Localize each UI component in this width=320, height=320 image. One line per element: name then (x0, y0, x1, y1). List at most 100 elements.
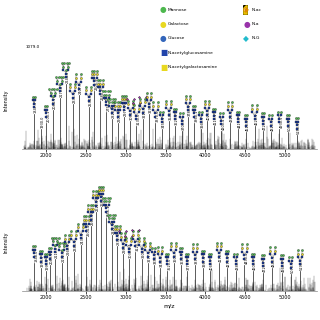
Text: 2963.1: 2963.1 (123, 241, 127, 253)
Text: 2560.5: 2560.5 (91, 212, 95, 225)
Text: N-ac: N-ac (251, 8, 261, 12)
Text: 2170.2: 2170.2 (60, 84, 64, 97)
Text: 2331.1: 2331.1 (73, 91, 76, 103)
Text: 3860.1: 3860.1 (194, 110, 198, 122)
Text: 2900.3: 2900.3 (118, 110, 122, 122)
Text: 3600.7: 3600.7 (173, 250, 178, 262)
Text: ■: ■ (160, 63, 167, 72)
Text: 2688.1: 2688.1 (101, 194, 105, 206)
Text: Galactose: Galactose (168, 22, 190, 26)
Text: 2534.0: 2534.0 (89, 94, 93, 106)
Text: ●: ● (160, 34, 167, 43)
Text: 4270.4: 4270.4 (227, 255, 231, 267)
Text: Mannose: Mannose (168, 8, 188, 12)
Text: 3780.5: 3780.5 (188, 103, 192, 116)
Text: 3520.0: 3520.0 (167, 257, 171, 270)
Text: 4960.4: 4960.4 (282, 259, 286, 272)
Text: 4200.4: 4200.4 (221, 117, 225, 130)
Text: 4600.3: 4600.3 (253, 257, 257, 270)
Text: 2431.4: 2431.4 (81, 231, 84, 244)
Text: 4380.3: 4380.3 (236, 257, 240, 270)
Text: 3870.3: 3870.3 (195, 252, 199, 264)
Text: 4490.4: 4490.4 (244, 252, 248, 264)
Text: ●: ● (160, 5, 167, 14)
Text: 4170.3: 4170.3 (219, 250, 223, 262)
Text: 4510.6: 4510.6 (246, 119, 250, 132)
Text: 2820.0: 2820.0 (111, 106, 116, 118)
Text: /: / (244, 8, 245, 12)
Text: 4620.1: 4620.1 (255, 113, 259, 125)
Text: 2000.1: 2000.1 (46, 110, 50, 122)
Text: 4060.7: 4060.7 (210, 257, 214, 270)
Text: 3540.1: 3540.1 (169, 108, 173, 120)
Text: 5150.3: 5150.3 (297, 122, 301, 134)
Text: Intensity: Intensity (4, 89, 9, 111)
Text: 1993.0: 1993.0 (46, 257, 50, 270)
Text: 4720.7: 4720.7 (263, 259, 267, 272)
Text: 3120.3: 3120.3 (135, 239, 140, 251)
Text: 4310.5: 4310.5 (230, 110, 234, 122)
Text: 3700.0: 3700.0 (181, 117, 186, 130)
Text: ●: ● (243, 20, 250, 28)
Text: 2084.1: 2084.1 (53, 97, 57, 109)
Text: 3370.6: 3370.6 (155, 110, 159, 122)
Text: 1079.0: 1079.0 (25, 45, 40, 49)
Text: 3967.4: 3967.4 (203, 255, 207, 267)
Text: 4110.1: 4110.1 (214, 113, 218, 125)
Text: 3290.3: 3290.3 (149, 100, 153, 113)
Text: 1848.0: 1848.0 (34, 250, 38, 262)
Text: 2756.1: 2756.1 (107, 99, 110, 111)
Text: 4720.4: 4720.4 (263, 117, 267, 130)
Text: Intensity: Intensity (4, 231, 9, 253)
Text: Glucose: Glucose (168, 36, 185, 40)
Text: ◆: ◆ (243, 34, 249, 43)
Text: 5190.7: 5190.7 (300, 257, 304, 270)
Text: 2892.9: 2892.9 (117, 233, 121, 245)
Text: 3350.5: 3350.5 (154, 252, 158, 264)
Text: 2244.0: 2244.0 (66, 70, 70, 83)
Text: 3210.5: 3210.5 (142, 106, 147, 118)
Text: 3200.3: 3200.3 (142, 245, 146, 258)
Text: 1933.3: 1933.3 (41, 255, 45, 267)
Text: 2192.3: 2192.3 (61, 250, 66, 262)
Text: ◆: ◆ (243, 5, 249, 14)
Text: 2346.1: 2346.1 (74, 239, 78, 251)
Text: 3038.4.1: 3038.4.1 (129, 242, 133, 258)
Text: 3690.3: 3690.3 (181, 252, 185, 264)
Text: ■: ■ (160, 48, 167, 57)
Text: 3620.4: 3620.4 (175, 113, 179, 125)
Text: 3940.3: 3940.3 (201, 115, 204, 128)
Text: N-acetylgalactosamine: N-acetylgalactosamine (168, 65, 218, 69)
Text: 2622.5: 2622.5 (96, 199, 100, 211)
Text: 2049.1: 2049.1 (50, 252, 54, 264)
Text: 2822.1: 2822.1 (112, 222, 116, 234)
Text: 5040.1: 5040.1 (288, 119, 292, 132)
Text: ●: ● (160, 20, 167, 28)
Text: 4820.3: 4820.3 (271, 119, 275, 132)
Text: 2504.4: 2504.4 (86, 224, 90, 236)
Text: 2111.2: 2111.2 (55, 245, 59, 258)
Text: 4020.6: 4020.6 (207, 108, 211, 120)
Text: N-G: N-G (251, 36, 260, 40)
Text: 2680.3: 2680.3 (100, 87, 104, 100)
Text: 3054.8: 3054.8 (130, 108, 134, 120)
Text: 1930.0: 1930.0 (41, 115, 45, 128)
Text: 3450.5: 3450.5 (162, 115, 166, 128)
Text: 2407.7: 2407.7 (79, 82, 83, 94)
Text: 2606.5: 2606.5 (94, 78, 99, 90)
Text: 4840.3: 4840.3 (272, 255, 276, 267)
Text: N-acetylglucosamine: N-acetylglucosamine (168, 51, 214, 55)
Text: 3130.6: 3130.6 (136, 113, 140, 125)
Text: 4410.0: 4410.0 (238, 115, 242, 128)
Text: 5070.3: 5070.3 (291, 261, 294, 274)
Text: N-a: N-a (251, 22, 259, 26)
Text: 3277.1: 3277.1 (148, 250, 152, 262)
Text: 3770.4: 3770.4 (187, 257, 191, 270)
Text: 2977.1: 2977.1 (124, 103, 128, 116)
Text: 2260.1: 2260.1 (67, 243, 71, 255)
X-axis label: m/z: m/z (164, 303, 175, 308)
Text: 1847.0: 1847.0 (34, 100, 38, 113)
Text: 4930.5: 4930.5 (279, 115, 284, 128)
Text: 2756.1: 2756.1 (107, 205, 110, 218)
Text: 3430.4: 3430.4 (160, 255, 164, 267)
